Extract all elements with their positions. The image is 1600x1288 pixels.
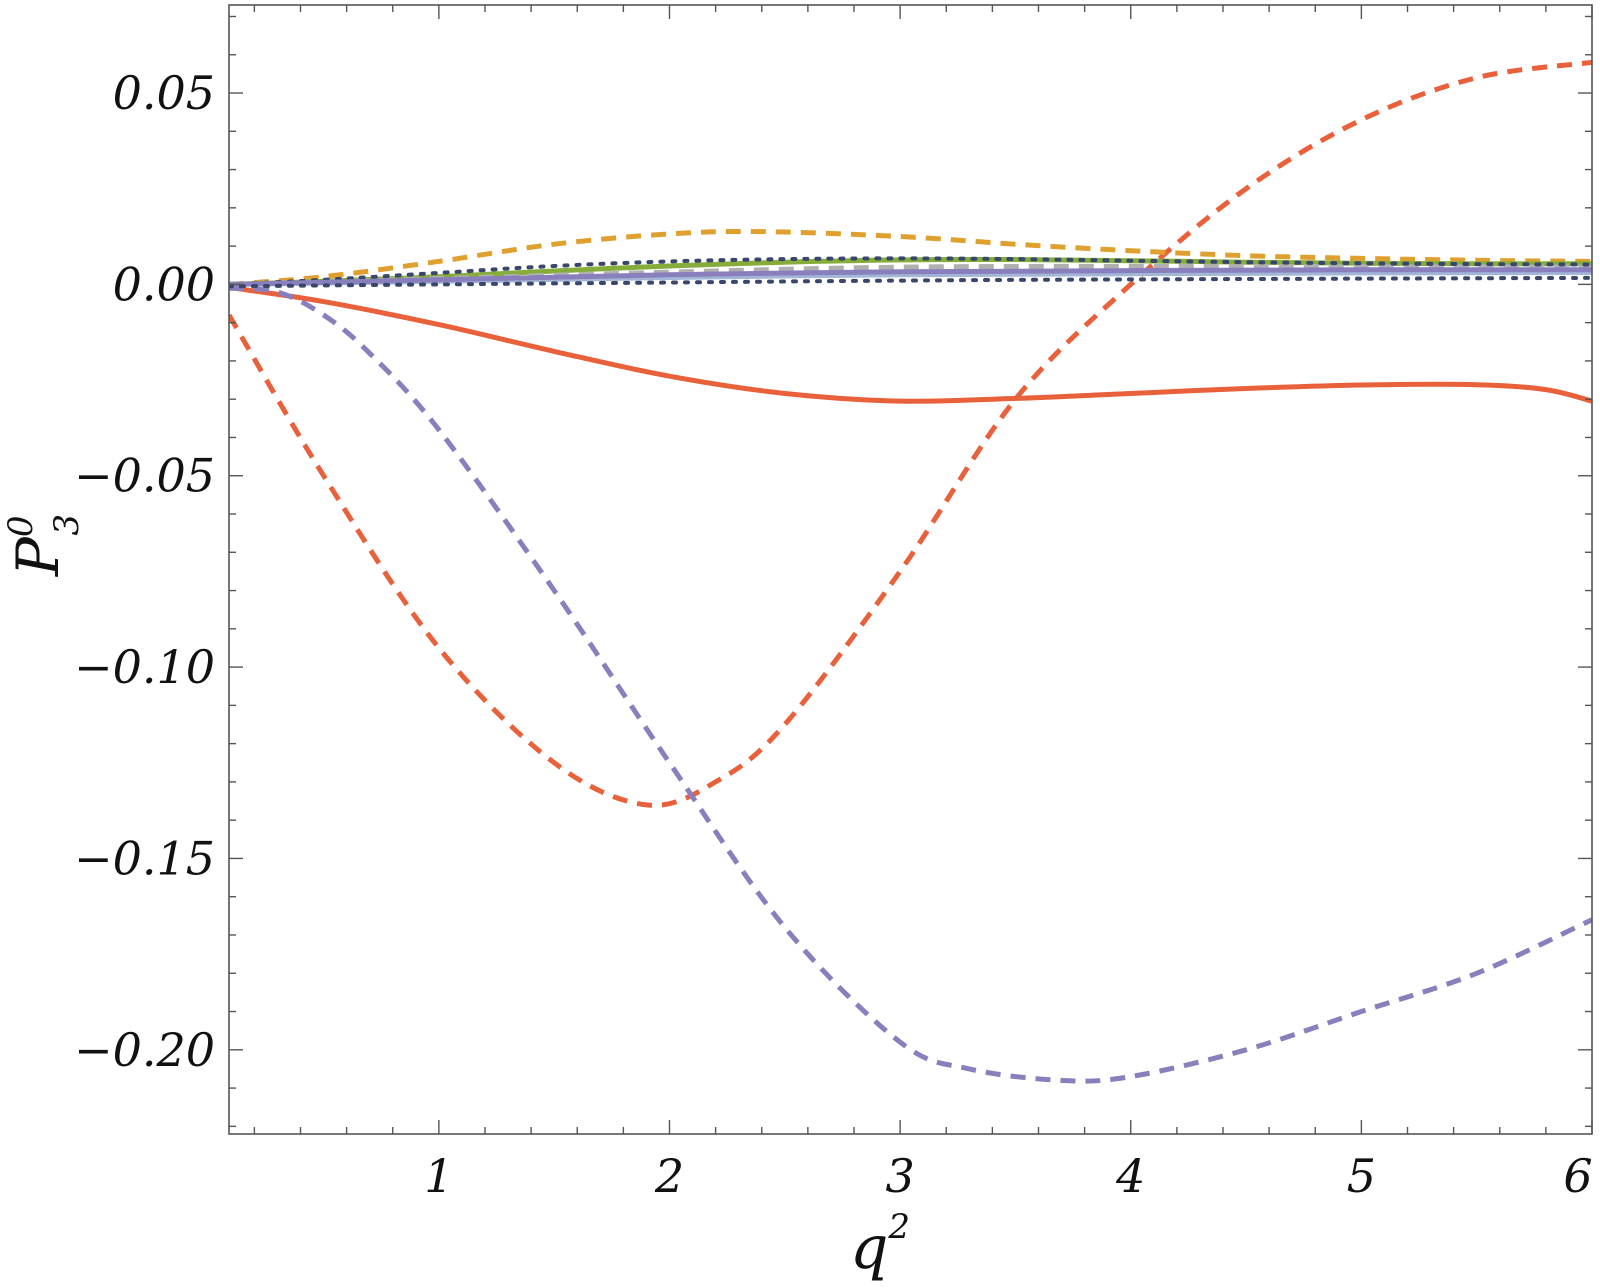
ticks-layer	[229, 5, 1593, 1134]
y-tick-label: −0.20	[74, 1023, 215, 1077]
y-axis-label-sup: 0	[1, 515, 41, 537]
x-tick-label: 2	[654, 1149, 684, 1203]
x-axis-label-base: q	[850, 1213, 888, 1283]
x-tick-label: 4	[1115, 1149, 1145, 1203]
series-line-9	[229, 267, 1592, 287]
x-tick-label: 6	[1563, 1149, 1592, 1203]
y-tick-label: 0.05	[113, 66, 215, 120]
x-axis-label-sup: 2	[887, 1207, 910, 1247]
y-tick-label: 0.00	[113, 257, 215, 311]
y-axis-label-base: P	[4, 536, 72, 577]
series-line-7	[229, 256, 1592, 287]
y-tick-label: −0.10	[74, 640, 215, 694]
series-line-2	[229, 59, 1592, 808]
series-line-3	[229, 285, 1592, 1084]
plot-frame	[228, 4, 1593, 1135]
tick-labels: 1 2 3 4 5 6 0.05 0.00 −0.05 −0.10 −0.15 −0.20	[74, 66, 1593, 1203]
y-tick-label: −0.15	[74, 831, 215, 885]
series-line-4	[229, 228, 1592, 287]
svg-text:P03: P0 3	[1, 514, 87, 577]
y-tick-label: −0.05	[74, 449, 215, 503]
series-layer	[229, 59, 1592, 1084]
y-axis-label: P0 3	[1, 514, 87, 577]
x-tick-label: 1	[424, 1149, 453, 1203]
x-tick-label: 5	[1347, 1149, 1376, 1203]
x-tick-label: 3	[885, 1149, 914, 1203]
y-axis-label-sub: 3	[47, 514, 87, 536]
x-axis-label: q2	[850, 1207, 910, 1283]
series-line-1	[229, 284, 1592, 404]
series-line-10	[229, 275, 1592, 289]
